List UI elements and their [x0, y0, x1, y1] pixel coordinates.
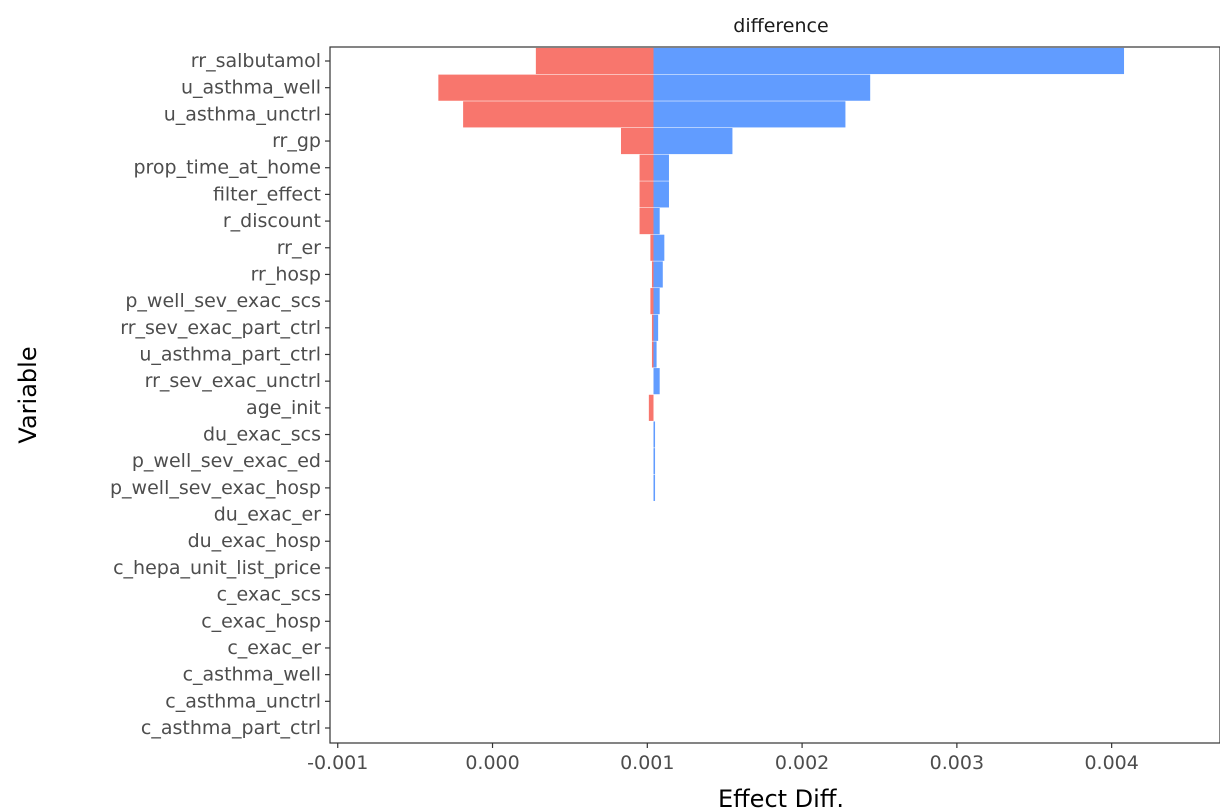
y-tick-label: rr_gp — [272, 130, 321, 152]
x-axis-title: Effect Diff. — [718, 785, 844, 812]
bar-low — [648, 394, 654, 421]
bars-low — [438, 47, 654, 421]
bar-low — [650, 288, 654, 315]
bar-high — [653, 74, 871, 101]
bar-high — [653, 208, 660, 235]
y-tick-label: c_exac_hosp — [201, 610, 321, 632]
y-tick-label: p_well_sev_exac_scs — [125, 290, 321, 312]
y-axis: rr_salbutamol u_asthma_well u_asthma_unctr… — [110, 50, 330, 739]
bar-high — [653, 154, 669, 181]
bar-low — [651, 341, 654, 368]
bar-low — [639, 181, 654, 208]
x-tick-label: 0.003 — [930, 752, 984, 774]
y-tick-label: filter_effect — [213, 183, 321, 205]
bar-high — [653, 47, 1125, 75]
x-tick-label: -0.001 — [307, 752, 368, 774]
y-tick-label: rr_sev_exac_unctrl — [145, 370, 321, 392]
x-tick-label: 0.004 — [1084, 752, 1138, 774]
y-tick-label: age_init — [246, 397, 321, 419]
bar-low — [651, 314, 654, 341]
y-tick-label: p_well_sev_exac_ed — [132, 450, 321, 472]
bars-high — [653, 47, 1125, 501]
facet-title: difference — [733, 15, 828, 37]
bar-high — [653, 368, 660, 395]
bar-high — [653, 421, 656, 448]
x-axis: -0.001 0.000 0.001 0.002 0.003 0.004 — [307, 743, 1139, 774]
bar-high — [653, 181, 669, 208]
bar-low — [463, 101, 654, 128]
y-tick-label: c_asthma_unctrl — [165, 690, 321, 712]
y-tick-label: du_exac_scs — [203, 424, 321, 446]
bar-high — [653, 261, 663, 288]
bar-high — [653, 101, 846, 128]
x-tick-label: 0.002 — [775, 752, 829, 774]
bar-low — [651, 261, 654, 288]
bar-high — [653, 127, 733, 155]
bar-low — [535, 47, 654, 75]
bar-low — [639, 154, 654, 181]
y-tick-label: prop_time_at_home — [133, 157, 321, 179]
bar-high — [653, 474, 656, 501]
y-tick-label: c_asthma_well — [183, 664, 321, 686]
bar-low — [650, 234, 654, 261]
bar-high — [653, 234, 665, 261]
panel-border — [329, 46, 1220, 744]
y-tick-label: u_asthma_unctrl — [164, 103, 321, 125]
bar-low — [438, 74, 654, 101]
y-tick-label: c_asthma_part_ctrl — [141, 717, 321, 739]
bar-high — [653, 341, 657, 368]
y-tick-label: du_exac_hosp — [188, 530, 321, 552]
y-tick-label: rr_sev_exac_part_ctrl — [120, 317, 321, 339]
bar-high — [653, 448, 656, 475]
y-tick-label: rr_salbutamol — [191, 50, 321, 72]
y-tick-label: c_exac_scs — [217, 584, 321, 606]
y-tick-label: c_exac_er — [227, 637, 321, 659]
y-tick-label: rr_hosp — [251, 263, 321, 285]
y-tick-label: r_discount — [223, 210, 321, 232]
bar-high — [653, 288, 660, 315]
y-tick-label: c_hepa_unit_list_price — [113, 557, 321, 579]
y-tick-label: u_asthma_well — [181, 77, 321, 99]
bar-high — [653, 314, 659, 341]
bar-low — [639, 208, 654, 235]
y-tick-label: du_exac_er — [214, 504, 321, 526]
bar-low — [620, 127, 654, 155]
y-tick-label: rr_er — [277, 237, 321, 259]
x-tick-label: 0.001 — [620, 752, 674, 774]
y-tick-label: u_asthma_part_ctrl — [139, 343, 321, 365]
y-axis-title: Variable — [14, 346, 42, 443]
y-tick-label: p_well_sev_exac_hosp — [110, 477, 321, 499]
x-tick-label: 0.000 — [465, 752, 519, 774]
